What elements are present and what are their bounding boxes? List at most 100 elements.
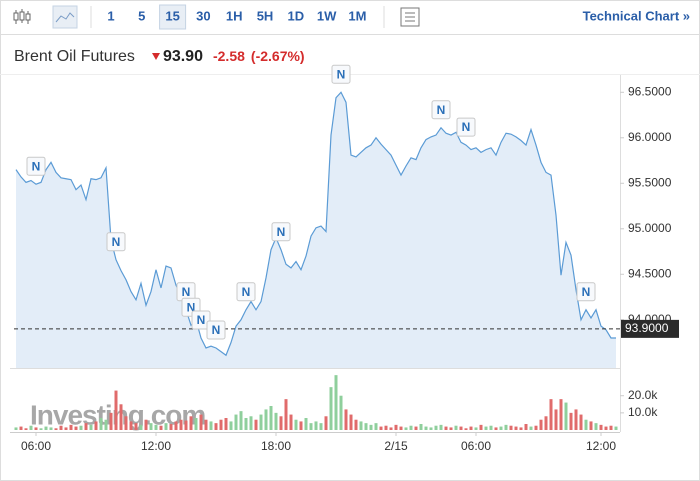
news-marker[interactable] (106, 232, 126, 252)
volume-bar (589, 421, 593, 430)
active-interval (159, 4, 187, 30)
volume-bar (54, 428, 58, 430)
volume-bar (464, 428, 468, 430)
news-label: N (277, 225, 286, 239)
last-price-box (621, 319, 679, 338)
header: Brent Oil Futures 93.90 -2.58 (-2.67%) (14, 48, 305, 66)
interval-button[interactable]: 1D (287, 8, 304, 23)
volume-bar (139, 424, 143, 430)
news-marker[interactable] (331, 64, 351, 84)
volume-bar (259, 414, 263, 430)
x-tick-label: 12:00 (586, 439, 616, 453)
volume-bar (269, 406, 273, 430)
volume-bar (499, 426, 503, 430)
area-icon[interactable] (52, 5, 78, 29)
news-label: N (32, 159, 41, 173)
volume-bar (234, 414, 238, 430)
interval-button[interactable]: 15 (165, 8, 179, 23)
volume-bar (274, 412, 278, 430)
news-marker[interactable] (236, 282, 256, 302)
volume-bar (179, 419, 183, 430)
news-marker[interactable] (431, 100, 451, 120)
x-tick-label: 06:00 (21, 439, 51, 453)
volume-bar (309, 423, 313, 430)
volume-bar (549, 399, 553, 430)
volume-bar (584, 419, 588, 430)
volume-bar (144, 419, 148, 430)
y-tick-label: 95.0000 (628, 221, 672, 235)
volume-bar (459, 426, 463, 430)
volume-bar (304, 418, 308, 430)
interval-button[interactable]: 1 (107, 8, 114, 23)
news-marker[interactable] (271, 222, 291, 242)
volume-bar (99, 418, 103, 430)
volume-bar (554, 409, 558, 430)
volume-bar (109, 412, 113, 430)
y-tick-label: 94.5000 (628, 266, 672, 280)
line (15, 91, 616, 357)
interval-button[interactable]: 30 (196, 8, 210, 23)
news-marker[interactable] (191, 310, 211, 330)
volume-bar (159, 425, 163, 430)
volume-bar (479, 424, 483, 430)
volume-bar (154, 424, 158, 430)
news-marker[interactable] (206, 320, 226, 340)
volume-bar (14, 427, 18, 430)
volume-bar (279, 416, 283, 430)
x-tick-label: 18:00 (261, 439, 291, 453)
table-icon[interactable] (400, 7, 420, 27)
interval-button[interactable]: 1M (348, 8, 366, 23)
volume-bar (214, 423, 218, 430)
volume-bar (444, 426, 448, 430)
volume-bar (149, 423, 153, 430)
volume-bar (534, 425, 538, 430)
interval-button[interactable]: 1W (317, 8, 337, 23)
volume-bar (399, 426, 403, 430)
volume-bar (439, 424, 443, 430)
volume-bar (544, 416, 548, 430)
volume-tick-label: 20.0k (628, 388, 658, 402)
volume-bar (424, 426, 428, 430)
news-marker[interactable] (576, 282, 596, 302)
volume-bar (319, 423, 323, 430)
volume-bar (59, 425, 63, 430)
volume-bar (349, 414, 353, 430)
interval-button[interactable]: 5 (138, 8, 145, 23)
volume-bar (519, 427, 523, 430)
volume-bar (599, 424, 603, 430)
interval-button[interactable]: 1H (226, 8, 243, 23)
volume-bar (204, 419, 208, 430)
y-tick-label: 96.0000 (628, 130, 672, 144)
technical-chart-link[interactable]: Technical Chart » (583, 8, 690, 23)
volume-bar (239, 411, 243, 430)
volume-bar (414, 426, 418, 430)
volume-bar (79, 425, 83, 430)
volume-bar (299, 421, 303, 430)
candle-icon[interactable] (13, 9, 31, 24)
volume-bar (184, 420, 188, 430)
volume-bar (379, 426, 383, 430)
change-percent: (-2.67%) (251, 48, 305, 64)
volume-bar (209, 421, 213, 430)
volume-bar (609, 425, 613, 430)
volume-bar (194, 418, 198, 430)
volume-bar (454, 425, 458, 430)
volume-bar (504, 424, 508, 430)
volume-bar (249, 416, 253, 430)
volume-bar (264, 409, 268, 430)
volume-bar (39, 428, 43, 430)
volume-bar (119, 404, 123, 430)
volume-bar (334, 375, 338, 430)
volume-bar (569, 412, 573, 430)
y-tick-label: 95.5000 (628, 175, 672, 189)
volume-bar (329, 387, 333, 430)
last-price-label: 93.9000 (625, 321, 669, 335)
volume-bar (389, 427, 393, 430)
volume-bar (579, 414, 583, 430)
interval-button[interactable]: 5H (257, 8, 274, 23)
news-marker[interactable] (456, 117, 476, 137)
volume-bar (289, 414, 293, 430)
news-marker[interactable] (26, 156, 46, 176)
volume-bar (169, 424, 173, 430)
volume-bar (604, 426, 608, 430)
